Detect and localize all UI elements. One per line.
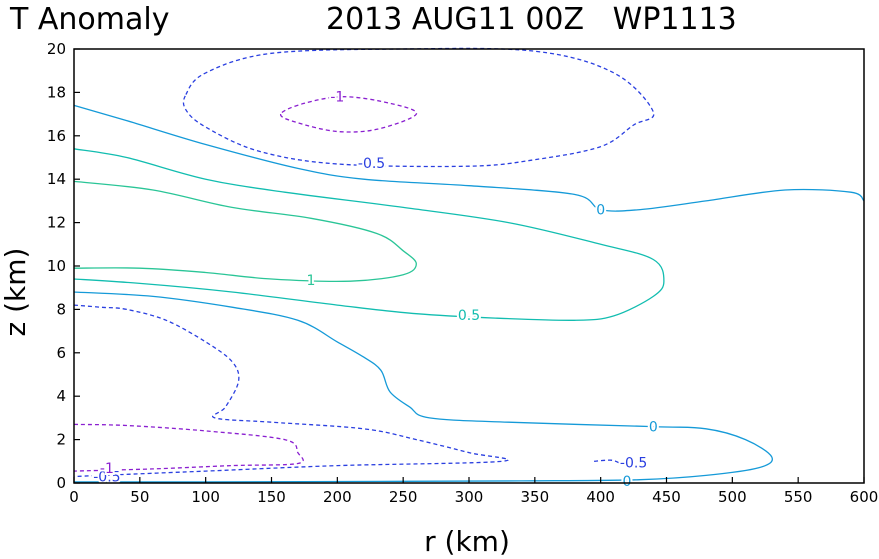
y-tick-label: 12: [47, 214, 66, 232]
contour-label: 0: [623, 474, 632, 490]
contour-label: 0: [596, 203, 605, 219]
contour-line: [594, 459, 621, 465]
y-tick-label: 18: [47, 83, 66, 101]
x-tick-label: 0: [69, 488, 79, 506]
contour-line: [73, 148, 665, 321]
y-tick-label: 20: [47, 40, 66, 58]
contour-line: [73, 304, 509, 478]
x-tick-label: 200: [323, 488, 352, 506]
x-tick-label: 600: [850, 488, 879, 506]
tick-layer: 0 50 100 150 200 250 300 350 400 450 500 550 6000246…: [47, 40, 878, 506]
y-tick-label: 14: [47, 170, 66, 188]
plot-frame: [73, 48, 865, 484]
x-tick-label: 300: [455, 488, 484, 506]
contour-label: 0.5: [458, 308, 480, 324]
x-tick-label: 350: [521, 488, 550, 506]
contour-label: -1: [330, 90, 344, 106]
contour-line: [73, 423, 304, 472]
contour-label: 1: [307, 273, 316, 289]
y-tick-label: 4: [56, 387, 66, 405]
contour-label: -0.5: [620, 455, 647, 471]
contour-line: [280, 96, 417, 133]
x-tick-label: 150: [257, 488, 286, 506]
x-tick-label: 100: [191, 488, 220, 506]
contour-line: [73, 291, 773, 483]
contour-label: -0.5: [358, 156, 385, 172]
chart-title-left: T Anomaly: [9, 2, 169, 37]
chart-title-right: 2013 AUG11 00Z WP1113: [326, 2, 737, 37]
contour-label: 0: [649, 420, 658, 436]
x-tick-label: 500: [718, 488, 747, 506]
y-tick-label: 2: [56, 431, 66, 449]
contour-label: -1: [100, 461, 114, 477]
contour-line: [73, 104, 865, 212]
x-tick-label: 450: [652, 488, 681, 506]
x-axis-label: r (km): [424, 525, 510, 558]
y-tick-label: 0: [56, 474, 66, 492]
contour-line: [73, 180, 417, 283]
x-tick-label: 400: [586, 488, 615, 506]
y-axis-label: z (km): [0, 248, 32, 337]
y-tick-label: 8: [56, 300, 66, 318]
y-tick-label: 6: [56, 344, 66, 362]
x-tick-label: 50: [130, 488, 149, 506]
y-tick-label: 10: [47, 257, 66, 275]
x-tick-label: 550: [784, 488, 813, 506]
x-tick-label: 250: [389, 488, 418, 506]
y-tick-label: 16: [47, 127, 66, 145]
contour-line: [182, 47, 655, 168]
